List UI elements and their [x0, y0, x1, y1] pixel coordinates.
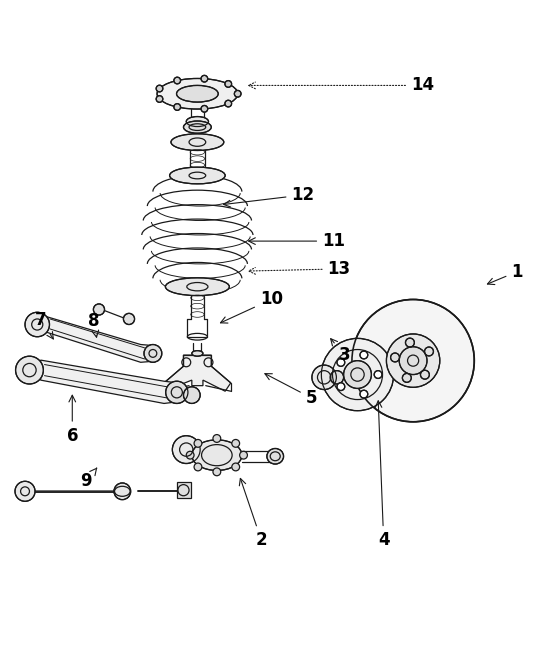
- Circle shape: [123, 313, 135, 324]
- Circle shape: [174, 77, 181, 84]
- Circle shape: [174, 104, 181, 110]
- Circle shape: [425, 347, 434, 356]
- Circle shape: [114, 483, 131, 500]
- Ellipse shape: [267, 448, 284, 464]
- Text: 12: 12: [224, 186, 315, 207]
- Text: 11: 11: [249, 232, 345, 250]
- Circle shape: [240, 451, 247, 459]
- Polygon shape: [164, 355, 231, 391]
- Circle shape: [234, 90, 241, 97]
- Polygon shape: [47, 317, 154, 362]
- Text: 9: 9: [81, 468, 97, 490]
- Text: 2: 2: [239, 478, 267, 549]
- Text: 5: 5: [265, 374, 317, 407]
- Circle shape: [194, 439, 202, 447]
- Circle shape: [186, 451, 194, 459]
- Circle shape: [15, 482, 35, 501]
- Circle shape: [337, 358, 345, 366]
- Circle shape: [156, 85, 163, 92]
- Polygon shape: [41, 360, 182, 404]
- Circle shape: [232, 439, 240, 447]
- Circle shape: [352, 299, 474, 422]
- Circle shape: [93, 304, 105, 315]
- Circle shape: [344, 361, 371, 389]
- Circle shape: [144, 345, 162, 362]
- Text: 14: 14: [249, 77, 434, 94]
- Ellipse shape: [192, 440, 242, 471]
- Circle shape: [16, 356, 43, 384]
- Circle shape: [194, 463, 202, 471]
- Circle shape: [166, 381, 188, 404]
- Circle shape: [360, 351, 368, 359]
- Ellipse shape: [171, 134, 224, 151]
- Circle shape: [420, 370, 429, 379]
- Circle shape: [201, 75, 208, 82]
- Circle shape: [213, 468, 221, 476]
- Circle shape: [25, 312, 49, 337]
- Ellipse shape: [183, 121, 211, 133]
- Ellipse shape: [186, 117, 208, 127]
- Text: 6: 6: [67, 395, 78, 445]
- Circle shape: [337, 383, 345, 391]
- Circle shape: [183, 387, 200, 404]
- Circle shape: [312, 365, 336, 389]
- Circle shape: [399, 347, 427, 374]
- Ellipse shape: [170, 167, 225, 184]
- Text: 4: 4: [375, 401, 389, 549]
- Circle shape: [232, 463, 240, 471]
- Ellipse shape: [157, 79, 237, 109]
- Text: 13: 13: [249, 260, 351, 278]
- Ellipse shape: [165, 278, 229, 295]
- Circle shape: [386, 334, 440, 387]
- Circle shape: [225, 80, 232, 87]
- Circle shape: [172, 435, 200, 463]
- Text: 7: 7: [35, 311, 53, 339]
- Text: 8: 8: [88, 312, 99, 337]
- Text: 10: 10: [221, 291, 283, 323]
- Circle shape: [360, 390, 368, 398]
- Polygon shape: [177, 482, 191, 498]
- Circle shape: [391, 353, 400, 362]
- Circle shape: [321, 338, 394, 411]
- Circle shape: [225, 100, 232, 107]
- Text: 1: 1: [488, 263, 523, 284]
- Circle shape: [213, 435, 221, 443]
- Ellipse shape: [192, 350, 203, 356]
- Circle shape: [330, 371, 344, 384]
- Circle shape: [374, 371, 382, 378]
- Text: 3: 3: [331, 339, 350, 364]
- Circle shape: [403, 373, 411, 382]
- Ellipse shape: [176, 86, 218, 102]
- Circle shape: [201, 106, 208, 112]
- Circle shape: [156, 95, 163, 103]
- Circle shape: [405, 338, 414, 347]
